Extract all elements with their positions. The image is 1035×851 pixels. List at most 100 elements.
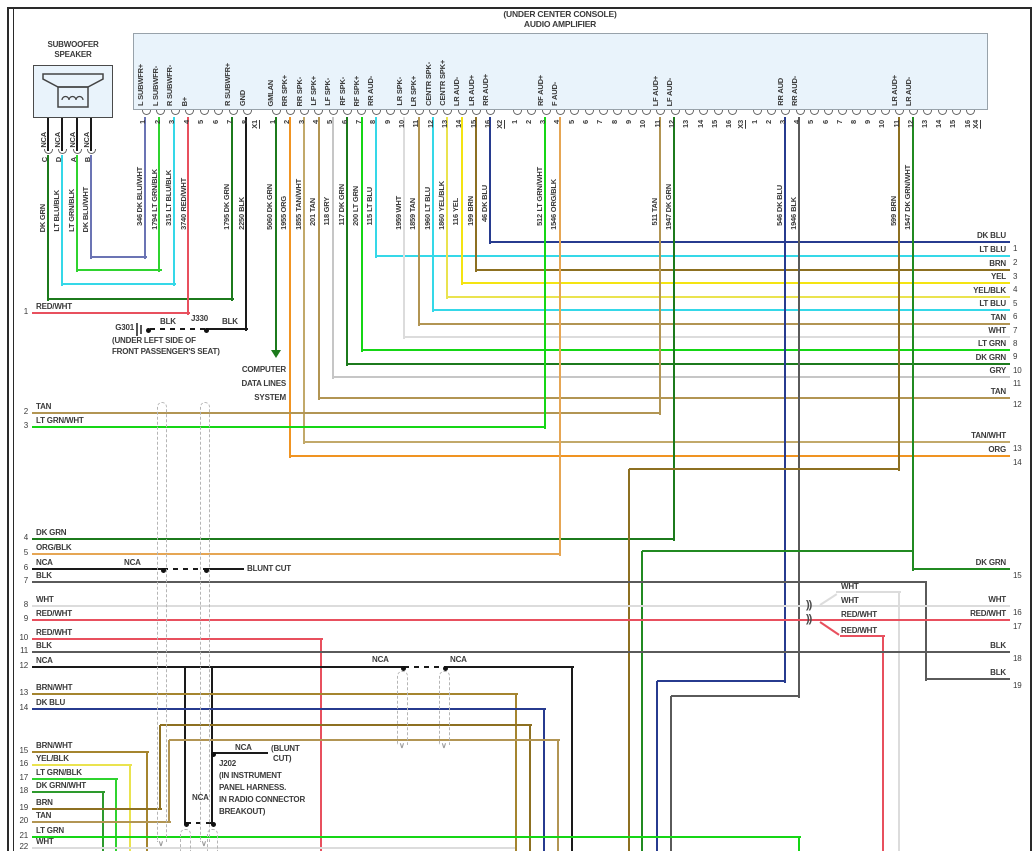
pin-terminal-icon <box>141 110 151 115</box>
wire-segment <box>173 117 175 286</box>
pin-number: 9 <box>863 120 873 124</box>
pin-terminal-icon <box>271 110 281 115</box>
pin-label: RR SPK- <box>294 76 304 106</box>
circuit-number: 117 <box>336 214 346 226</box>
pin-label: L SUBWFR- <box>150 65 160 106</box>
wire-color-label: BRN <box>465 196 475 212</box>
pin-label: F AUD- <box>550 82 560 106</box>
wire-segment <box>144 117 146 259</box>
pin-number: 4 <box>552 120 562 124</box>
annotation-wire-color-label: RED/WHT <box>841 610 877 619</box>
pin-terminal-icon <box>429 110 439 115</box>
circuit-number: 115 <box>365 214 375 226</box>
pin-label: R SUBWFR+ <box>223 63 232 106</box>
row-number: 15 <box>1013 571 1022 580</box>
row-label: TAN/WHT <box>971 431 1006 440</box>
wire-segment <box>798 117 800 698</box>
wire-segment <box>629 468 899 470</box>
wire-segment <box>318 117 320 400</box>
pin-terminal-icon <box>641 110 651 115</box>
wire-segment <box>419 323 1010 325</box>
wire-segment <box>659 117 661 415</box>
wire-color-label: DK GRN <box>222 183 231 212</box>
pin-number: 2 <box>152 120 162 124</box>
row-label: GRY <box>989 366 1007 375</box>
row-number: 11 <box>1013 379 1021 388</box>
circuit-number: 2250 <box>236 214 246 230</box>
annotation-splice-label: J202 <box>219 759 236 768</box>
pin-number: 4 <box>181 120 191 124</box>
pin-number: 14 <box>454 120 464 128</box>
row-number: 11 <box>20 646 28 655</box>
pin-number: 10 <box>638 120 648 128</box>
row-label: WHT <box>988 595 1006 604</box>
wire-segment <box>32 808 162 810</box>
wire-segment <box>186 822 213 824</box>
amplifier-block <box>133 33 988 110</box>
pin-terminal-icon <box>400 110 410 115</box>
annotation-nca-label: NCA <box>450 655 467 664</box>
pin-terminal-icon <box>371 110 381 115</box>
circuit-number: 116 <box>451 214 461 226</box>
annotation-location-note: IN RADIO CONNECTOR <box>219 795 306 804</box>
pin-number: 8 <box>368 120 378 124</box>
wire-segment <box>925 582 927 681</box>
pin-number: 2 <box>523 120 533 124</box>
wire-segment <box>187 117 189 315</box>
wire-segment <box>146 752 148 851</box>
wire-segment <box>489 117 491 244</box>
pin-number: 2 <box>763 120 773 124</box>
pin-number: 6 <box>581 120 591 124</box>
row-number: 18 <box>1013 654 1022 663</box>
wire-color-label: TAN <box>307 197 317 212</box>
subwoofer-title-2: SPEAKER <box>54 50 92 59</box>
pin-terminal-icon <box>795 110 805 115</box>
pin-terminal-icon <box>170 110 180 115</box>
pin-number: 1 <box>268 120 277 124</box>
pin-label: RR SPK+ <box>280 74 290 106</box>
row-label: LT GRN <box>36 826 64 835</box>
wire-segment <box>819 593 838 606</box>
pin-terminal-icon <box>951 110 961 115</box>
wire-segment <box>836 591 901 593</box>
row-label: BLK <box>36 641 52 650</box>
pin-terminal-icon <box>866 110 876 115</box>
pin-number: 1 <box>509 120 519 124</box>
wire-segment <box>32 821 171 823</box>
annotation-splice-label: G301 <box>115 323 134 332</box>
row-label: DK GRN <box>975 353 1007 362</box>
pin-label: LR AUD+ <box>889 74 899 106</box>
pin-label: B+ <box>179 96 189 106</box>
circuit-number: 200 <box>350 214 360 226</box>
annotation-nca-label: NCA <box>192 793 209 802</box>
row-number: 10 <box>1013 366 1022 375</box>
wire-segment <box>115 779 117 851</box>
row-number: 14 <box>1013 458 1022 467</box>
wire-color-label: ORG <box>279 195 289 212</box>
wire-segment <box>376 255 1010 257</box>
wire-segment <box>184 667 186 825</box>
circuit-number: 1947 <box>664 214 674 230</box>
wire-segment <box>404 336 1010 338</box>
pin-label: LF SPK+ <box>308 76 318 106</box>
pin-number: 8 <box>239 120 249 124</box>
wire-segment <box>169 739 560 741</box>
pin-terminal-icon <box>343 110 353 115</box>
wire-segment <box>76 155 78 272</box>
pin-terminal-icon <box>214 110 223 115</box>
wire-segment <box>319 397 1010 399</box>
row-number: 8 <box>1013 339 1018 348</box>
harness-conduit-dashed <box>200 402 210 842</box>
wire-segment <box>32 412 660 414</box>
wire-segment <box>245 117 247 331</box>
wire-segment <box>543 709 545 851</box>
wire-segment <box>32 638 323 640</box>
row-number: 1 <box>1013 244 1018 253</box>
pin-number: 6 <box>820 120 830 124</box>
wire-color-label: DK GRN <box>265 183 274 212</box>
pin-number: 7 <box>225 120 234 124</box>
wire-segment <box>628 469 630 851</box>
row-label: DK BLU <box>976 231 1006 240</box>
conduit-arrow-icon: ∨ <box>201 839 207 848</box>
wire-segment <box>346 117 348 366</box>
